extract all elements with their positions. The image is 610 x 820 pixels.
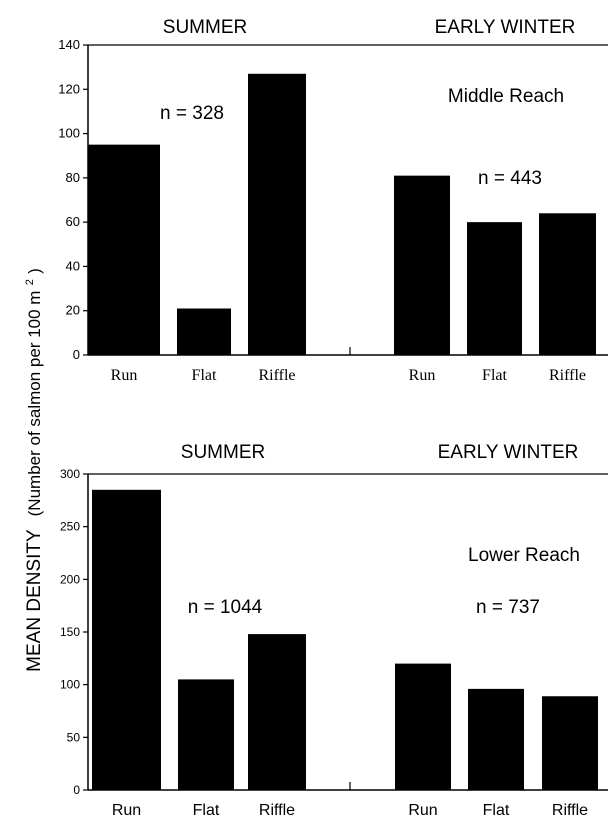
sample-size-label: n = 737 xyxy=(476,597,540,618)
category-label: Riffle xyxy=(258,367,295,384)
y-axis-label-units: (Number of salmon per 100 m xyxy=(25,291,44,517)
category-label: Run xyxy=(112,802,141,819)
category-label: Riffle xyxy=(549,367,586,384)
category-label: Flat xyxy=(483,802,510,819)
bar xyxy=(92,489,161,790)
category-label: Run xyxy=(408,802,437,819)
y-tick-label: 300 xyxy=(60,467,80,481)
category-label: Run xyxy=(409,367,436,384)
y-tick-label: 150 xyxy=(60,625,80,639)
group-heading: SUMMER xyxy=(163,17,247,38)
y-tick-label: 100 xyxy=(58,126,80,141)
bar xyxy=(394,175,450,355)
bar xyxy=(539,213,596,355)
group-heading: EARLY WINTER xyxy=(435,17,576,38)
sample-size-label: n = 443 xyxy=(478,168,542,189)
sample-size-label: n = 1044 xyxy=(188,597,263,618)
y-tick-label: 0 xyxy=(73,347,80,362)
bar xyxy=(248,73,306,356)
panel-lower-reach: 0 50 100 150 200 250 300 SUMMER n = 1044 EARLY WI… xyxy=(60,442,608,819)
y-axis-label-main: MEAN DENSITY xyxy=(24,529,45,672)
y-tick-label: 250 xyxy=(60,520,80,534)
y-tick-label: 80 xyxy=(66,170,80,185)
bar xyxy=(248,634,306,790)
y-tick-label: 60 xyxy=(66,214,80,229)
group-heading: EARLY WINTER xyxy=(438,442,579,463)
panel-middle-reach: 0 20 40 60 80 100 120 140 SUMMER n = 328 EARLY WIN… xyxy=(58,17,608,384)
bar xyxy=(395,663,451,790)
group-heading: SUMMER xyxy=(181,442,265,463)
category-label: Riffle xyxy=(552,802,588,819)
sample-size-label: n = 328 xyxy=(160,103,224,124)
panel-label: Lower Reach xyxy=(468,545,580,566)
bar xyxy=(467,222,522,355)
category-label: Run xyxy=(111,367,138,384)
bar xyxy=(177,308,231,355)
category-label: Riffle xyxy=(259,802,295,819)
y-tick-label: 100 xyxy=(60,678,80,692)
y-tick-label: 40 xyxy=(66,258,80,273)
y-axis-label: MEAN DENSITY (Number of salmon per 100 m… xyxy=(17,268,45,672)
y-tick-label: 200 xyxy=(60,572,80,586)
y-axis-label-sup: 2 xyxy=(24,279,36,285)
category-label: Flat xyxy=(482,367,507,384)
y-tick-label: 0 xyxy=(73,783,80,797)
bar xyxy=(468,688,524,790)
bar xyxy=(542,696,598,790)
category-label: Flat xyxy=(192,367,217,384)
bar xyxy=(178,679,234,790)
y-tick-label: 120 xyxy=(58,81,80,96)
y-tick-label: 20 xyxy=(66,303,80,318)
y-tick-label: 140 xyxy=(58,37,80,52)
category-label: Flat xyxy=(193,802,220,819)
y-tick-label: 50 xyxy=(67,730,81,744)
y-axis-label-suffix: ) xyxy=(25,268,44,274)
panel-label: Middle Reach xyxy=(448,86,564,107)
bar xyxy=(88,144,160,355)
